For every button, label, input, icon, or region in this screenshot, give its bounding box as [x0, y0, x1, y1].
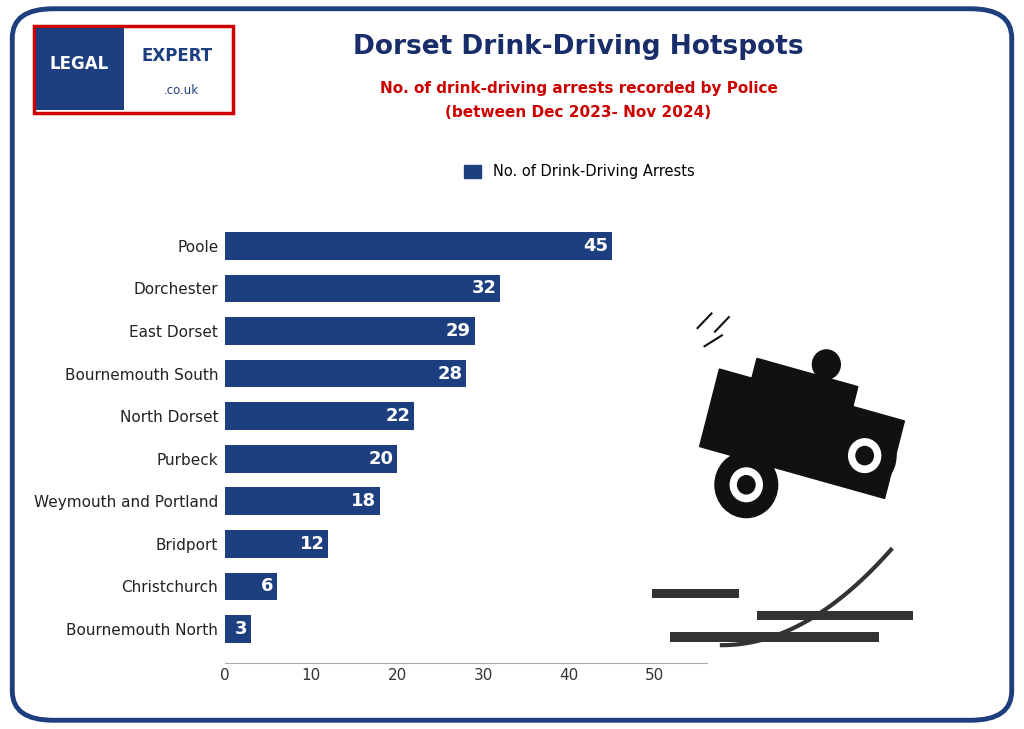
Text: 12: 12	[300, 535, 325, 553]
Text: LEGAL: LEGAL	[49, 55, 109, 73]
Text: EXPERT: EXPERT	[142, 47, 213, 65]
Bar	[225, 530, 329, 558]
Circle shape	[847, 437, 882, 474]
Bar	[757, 611, 913, 620]
FancyBboxPatch shape	[36, 28, 124, 110]
Circle shape	[715, 452, 777, 518]
FancyBboxPatch shape	[34, 26, 233, 113]
Bar	[670, 633, 879, 642]
Text: 6: 6	[261, 577, 273, 596]
Circle shape	[737, 476, 755, 494]
Bar	[225, 488, 380, 515]
Text: 20: 20	[369, 450, 393, 468]
Text: 32: 32	[472, 279, 497, 297]
Text: .co.uk: .co.uk	[164, 84, 199, 97]
Legend: No. of Drink-Driving Arrests: No. of Drink-Driving Arrests	[460, 160, 699, 184]
Text: (between Dec 2023- Nov 2024): (between Dec 2023- Nov 2024)	[445, 106, 712, 120]
Bar	[225, 232, 612, 260]
Text: 22: 22	[386, 407, 411, 425]
Text: Dorset Drink-Driving Hotspots: Dorset Drink-Driving Hotspots	[353, 34, 804, 61]
Text: 45: 45	[584, 237, 608, 255]
Text: 18: 18	[351, 492, 377, 510]
Bar	[225, 275, 501, 303]
Bar	[225, 317, 474, 345]
Text: No. of drink-driving arrests recorded by Police: No. of drink-driving arrests recorded by…	[380, 82, 777, 96]
Circle shape	[834, 423, 896, 488]
Text: 28: 28	[437, 364, 463, 383]
Bar	[225, 402, 415, 430]
Bar	[225, 445, 397, 472]
Bar	[225, 615, 251, 643]
Bar	[652, 589, 739, 598]
Circle shape	[729, 467, 764, 503]
Bar	[225, 359, 466, 387]
Circle shape	[856, 446, 873, 465]
Polygon shape	[746, 359, 858, 429]
Text: 3: 3	[236, 620, 248, 638]
Polygon shape	[699, 369, 904, 499]
Text: 29: 29	[446, 322, 471, 340]
Circle shape	[812, 350, 841, 379]
Bar	[225, 572, 276, 600]
